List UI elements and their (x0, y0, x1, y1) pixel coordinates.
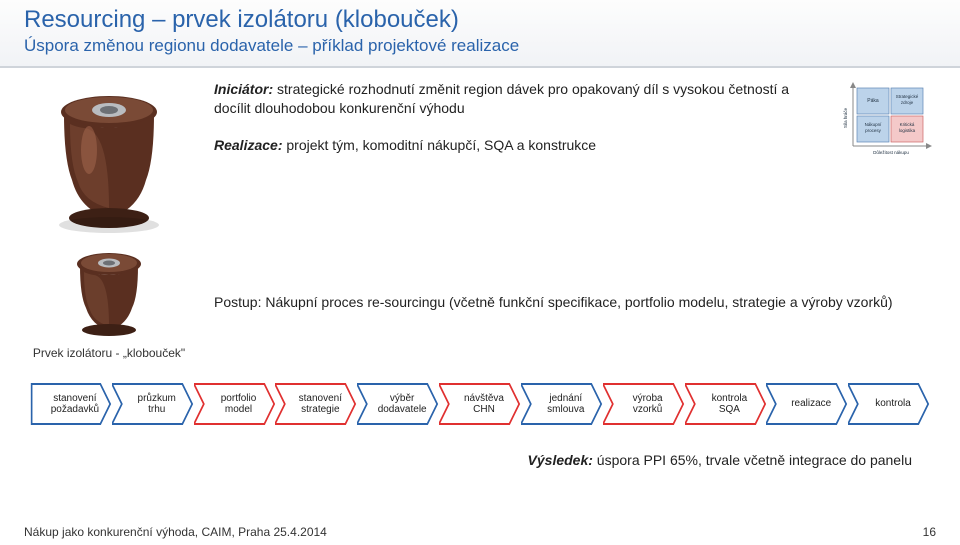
process-step: portfoliomodel (194, 382, 276, 426)
slide-content: Iniciátor: strategické rozhodnutí změnit… (0, 68, 960, 468)
postup-paragraph: Postup: Nákupní proces re-sourcingu (vče… (214, 293, 936, 312)
process-step-label: stanovenípožadavků (51, 393, 99, 416)
process-step: jednánísmlouva (521, 382, 603, 426)
matrix-q4-text: Kritická (900, 122, 915, 127)
kraljic-matrix: Páka Strategické zdroje Nákupní procesy … (841, 80, 936, 160)
process-step-label: výběrdodavatele (378, 393, 427, 416)
footer-left: Nákup jako konkurenční výhoda, CAIM, Pra… (24, 525, 327, 539)
process-step-label: návštěvaCHN (464, 393, 504, 416)
process-step-label: stanovenístrategie (299, 393, 342, 416)
postup-text: Nákupní proces re-sourcingu (včetně funk… (261, 294, 892, 310)
process-step-label: jednánísmlouva (547, 393, 584, 416)
process-step: stanovenístrategie (275, 382, 357, 426)
matrix-q2-text: Strategické (896, 94, 919, 99)
svg-text:logistika: logistika (899, 128, 916, 133)
footer-page-number: 16 (923, 525, 936, 539)
process-step: kontrola (848, 382, 930, 426)
initiator-paragraph: Iniciátor: strategické rozhodnutí změnit… (214, 80, 821, 118)
matrix-q3-text: Nákupní (865, 122, 883, 127)
matrix-xaxis: Důležitost nákupu (873, 149, 909, 155)
process-step-label: realizace (791, 398, 831, 410)
realization-label: Realizace: (214, 137, 282, 153)
svg-text:procesy: procesy (865, 128, 882, 133)
row-initiator: Iniciátor: strategické rozhodnutí změnit… (24, 80, 936, 240)
slide-header: Resourcing – prvek izolátoru (klobouček)… (0, 0, 960, 68)
process-step-label: portfoliomodel (221, 393, 257, 416)
initiator-label: Iniciátor: (214, 81, 273, 97)
row-postup: Prvek izolátoru - „klobouček" Postup: Ná… (24, 244, 936, 360)
realization-paragraph: Realizace: projekt tým, komoditní nákupč… (214, 136, 821, 155)
process-step: realizace (766, 382, 848, 426)
result-text: úspora PPI 65%, trvale včetně integrace … (593, 452, 912, 468)
postup-label: Postup: (214, 294, 261, 310)
process-step-label: kontrolaSQA (712, 393, 748, 416)
insulator-small-block: Prvek izolátoru - „klobouček" (24, 244, 194, 360)
svg-text:zdroje: zdroje (901, 100, 914, 105)
result-label: Výsledek: (528, 452, 593, 468)
result-line: Výsledek: úspora PPI 65%, trvale včetně … (24, 452, 912, 468)
process-step: výběrdodavatele (357, 382, 439, 426)
insulator-small-image (54, 244, 164, 339)
matrix-q1-text: Páka (867, 98, 879, 104)
initiator-text: strategické rozhodnutí změnit region dáv… (214, 81, 789, 116)
slide-subtitle: Úspora změnou regionu dodavatele – příkl… (24, 36, 936, 56)
process-step: výrobavzorků (603, 382, 685, 426)
process-step: návštěvaCHN (439, 382, 521, 426)
process-step-label: kontrola (875, 398, 911, 410)
slide-footer: Nákup jako konkurenční výhoda, CAIM, Pra… (24, 525, 936, 539)
process-step: stanovenípožadavků (30, 382, 112, 426)
process-step: průzkumtrhu (112, 382, 194, 426)
insulator-large-image (24, 80, 194, 240)
process-step: kontrolaSQA (685, 382, 767, 426)
slide-title: Resourcing – prvek izolátoru (klobouček) (24, 6, 936, 34)
realization-text: projekt tým, komoditní nákupčí, SQA a ko… (282, 137, 596, 153)
process-step-label: výrobavzorků (633, 393, 663, 416)
process-chevrons: stanovenípožadavků průzkumtrhu portfoliomo… (24, 382, 936, 426)
matrix-yaxis: Síla hráče (843, 107, 848, 128)
info-text-block: Iniciátor: strategické rozhodnutí změnit… (214, 80, 821, 173)
process-step-label: průzkumtrhu (138, 393, 176, 416)
insulator-caption: Prvek izolátoru - „klobouček" (24, 346, 194, 360)
